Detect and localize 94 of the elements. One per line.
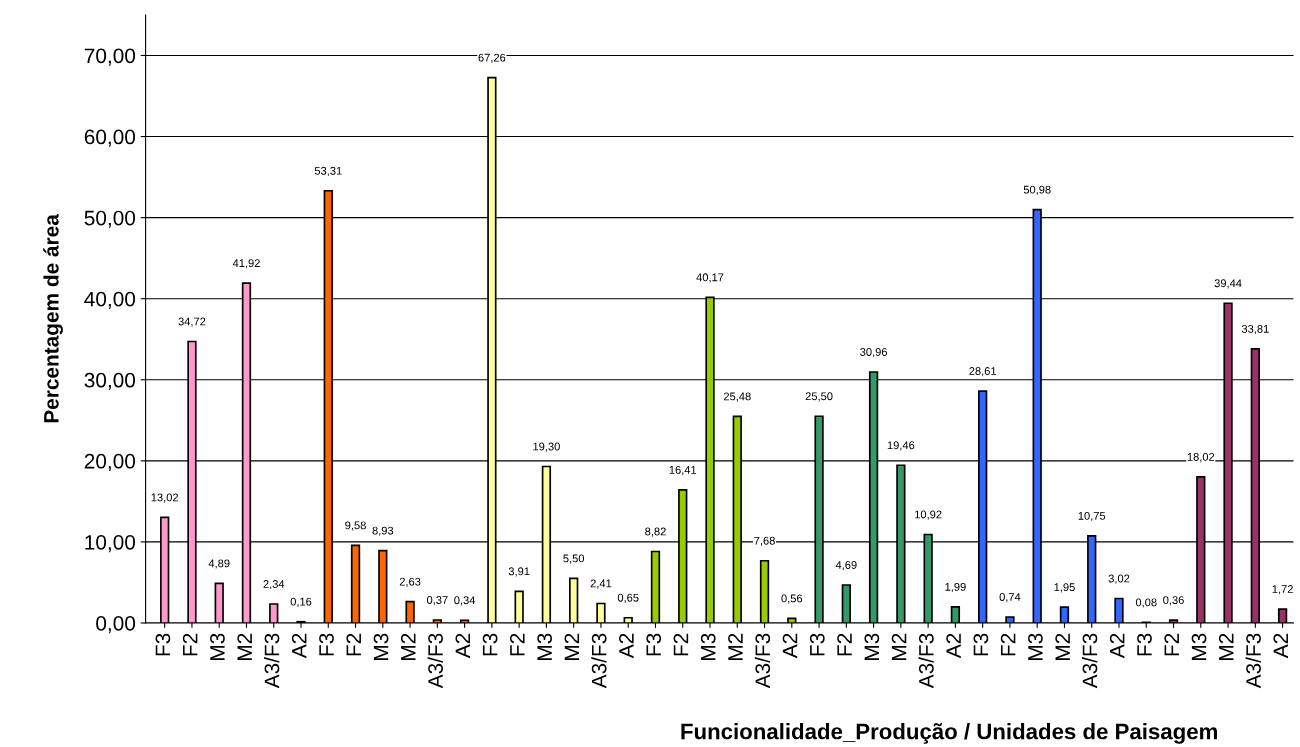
x-tick-label: M2 bbox=[237, 633, 252, 660]
data-label: 53,31 bbox=[314, 166, 342, 177]
data-label: 8,93 bbox=[372, 526, 394, 536]
x-tick-label: M3 bbox=[700, 633, 716, 660]
data-label: 0,56 bbox=[781, 594, 803, 604]
data-label: 2,34 bbox=[263, 580, 285, 590]
x-tick-label: A2 bbox=[1273, 633, 1288, 659]
x-tick-label: M2 bbox=[400, 633, 416, 660]
x-tick-label: F2 bbox=[509, 633, 525, 656]
y-tick-label: 50,00 bbox=[84, 210, 136, 228]
x-tick-label: F3 bbox=[809, 633, 825, 656]
x-tick-label: M2 bbox=[1055, 633, 1070, 660]
x-tick-label: M3 bbox=[373, 633, 389, 660]
x-tick-label: A2 bbox=[291, 633, 307, 659]
data-label: 0,74 bbox=[999, 593, 1021, 603]
data-label: 34,72 bbox=[178, 317, 206, 327]
y-tick-label: 70,00 bbox=[84, 48, 136, 66]
x-tick-label: F3 bbox=[646, 633, 662, 656]
y-tick-label: 30,00 bbox=[84, 372, 136, 390]
x-tick-label: M3 bbox=[1028, 633, 1043, 660]
data-label: 0,34 bbox=[454, 596, 476, 606]
x-tick-label: F2 bbox=[673, 633, 689, 656]
x-tick-label: A3/F3 bbox=[1245, 633, 1261, 689]
data-label: 3,91 bbox=[508, 567, 530, 577]
y-tick-label: 60,00 bbox=[84, 129, 136, 147]
x-tick-label: M2 bbox=[564, 633, 580, 660]
x-tick-label: A3/F3 bbox=[264, 633, 280, 689]
data-label: 16,41 bbox=[669, 466, 697, 476]
x-tick-label: M2 bbox=[728, 633, 743, 660]
x-tick-label: F3 bbox=[973, 633, 989, 656]
x-tick-label: A2 bbox=[619, 633, 634, 659]
data-label: 25,48 bbox=[723, 392, 751, 402]
data-label: 67,26 bbox=[478, 53, 506, 63]
x-tick-label: M3 bbox=[210, 633, 225, 660]
data-label: 10,75 bbox=[1078, 511, 1106, 522]
data-label: 39,44 bbox=[1214, 279, 1242, 289]
y-tick-label: 40,00 bbox=[84, 291, 136, 309]
data-label: 0,37 bbox=[426, 596, 448, 606]
data-label: 4,89 bbox=[208, 559, 230, 569]
x-tick-label: F3 bbox=[319, 633, 334, 656]
x-tick-label: F3 bbox=[482, 633, 498, 656]
x-tick-label: M2 bbox=[1218, 633, 1234, 660]
data-label: 7,68 bbox=[754, 536, 775, 546]
data-label: 1,95 bbox=[1054, 583, 1075, 593]
data-label: 19,30 bbox=[533, 442, 560, 452]
x-tick-label: A3/F3 bbox=[918, 633, 934, 689]
data-label: 18,02 bbox=[1187, 452, 1215, 463]
data-label: 1,99 bbox=[945, 582, 966, 593]
data-label: 0,08 bbox=[1135, 598, 1157, 608]
x-tick-label: M2 bbox=[891, 633, 907, 660]
data-label: 30,96 bbox=[860, 348, 888, 358]
x-tick-label: A2 bbox=[1109, 633, 1125, 659]
x-tick-label: A3/F3 bbox=[427, 633, 443, 689]
data-label: 41,92 bbox=[232, 259, 260, 269]
data-label: 13,02 bbox=[151, 493, 179, 503]
data-label: 0,65 bbox=[617, 593, 639, 603]
data-label: 4,69 bbox=[835, 561, 857, 571]
y-tick-label: 10,00 bbox=[85, 534, 136, 553]
data-label: 1,72 bbox=[1272, 585, 1293, 595]
x-tick-label: A3/F3 bbox=[754, 633, 771, 689]
x-tick-label: F3 bbox=[1137, 633, 1152, 656]
data-label: 2,41 bbox=[590, 579, 612, 589]
data-label: 25,50 bbox=[805, 392, 833, 402]
data-label: 50,98 bbox=[1023, 185, 1051, 195]
y-tick-label: 20,00 bbox=[84, 453, 136, 472]
x-tick-label: F2 bbox=[1164, 633, 1179, 656]
x-tick-label: A2 bbox=[455, 633, 470, 659]
data-label: 0,36 bbox=[1163, 596, 1184, 606]
data-label: 0,16 bbox=[290, 597, 312, 607]
x-tick-label: F2 bbox=[346, 633, 361, 656]
data-label: 28,61 bbox=[969, 367, 997, 377]
x-tick-label: M3 bbox=[537, 633, 552, 660]
x-tick-label: M3 bbox=[1191, 633, 1207, 660]
x-tick-label: A2 bbox=[782, 633, 798, 659]
y-axis-title: Percentagem de área bbox=[43, 214, 63, 423]
x-tick-label: A3/F3 bbox=[591, 633, 607, 689]
data-label: 40,17 bbox=[696, 273, 724, 283]
data-label: 10,92 bbox=[915, 510, 942, 520]
x-tick-label: F2 bbox=[1000, 633, 1016, 656]
x-tick-label: A3/F3 bbox=[1082, 633, 1098, 689]
y-tick-label: 0,00 bbox=[96, 616, 136, 634]
x-tick-label: A2 bbox=[946, 633, 961, 659]
x-tick-label: F3 bbox=[155, 633, 171, 656]
x-axis-title: Funcionalidade_Produção / Unidades de Paisagem bbox=[681, 723, 1217, 744]
data-label: 2,63 bbox=[399, 577, 421, 587]
data-label: 19,46 bbox=[887, 441, 915, 451]
data-label: 33,81 bbox=[1241, 324, 1269, 335]
x-tick-label: F2 bbox=[182, 633, 198, 656]
data-label: 5,50 bbox=[563, 554, 585, 564]
x-tick-label: M3 bbox=[864, 633, 880, 660]
data-label: 9,58 bbox=[345, 521, 366, 531]
data-label: 8,82 bbox=[645, 527, 666, 537]
data-label: 3,02 bbox=[1108, 574, 1130, 584]
x-tick-label: F2 bbox=[837, 633, 852, 656]
